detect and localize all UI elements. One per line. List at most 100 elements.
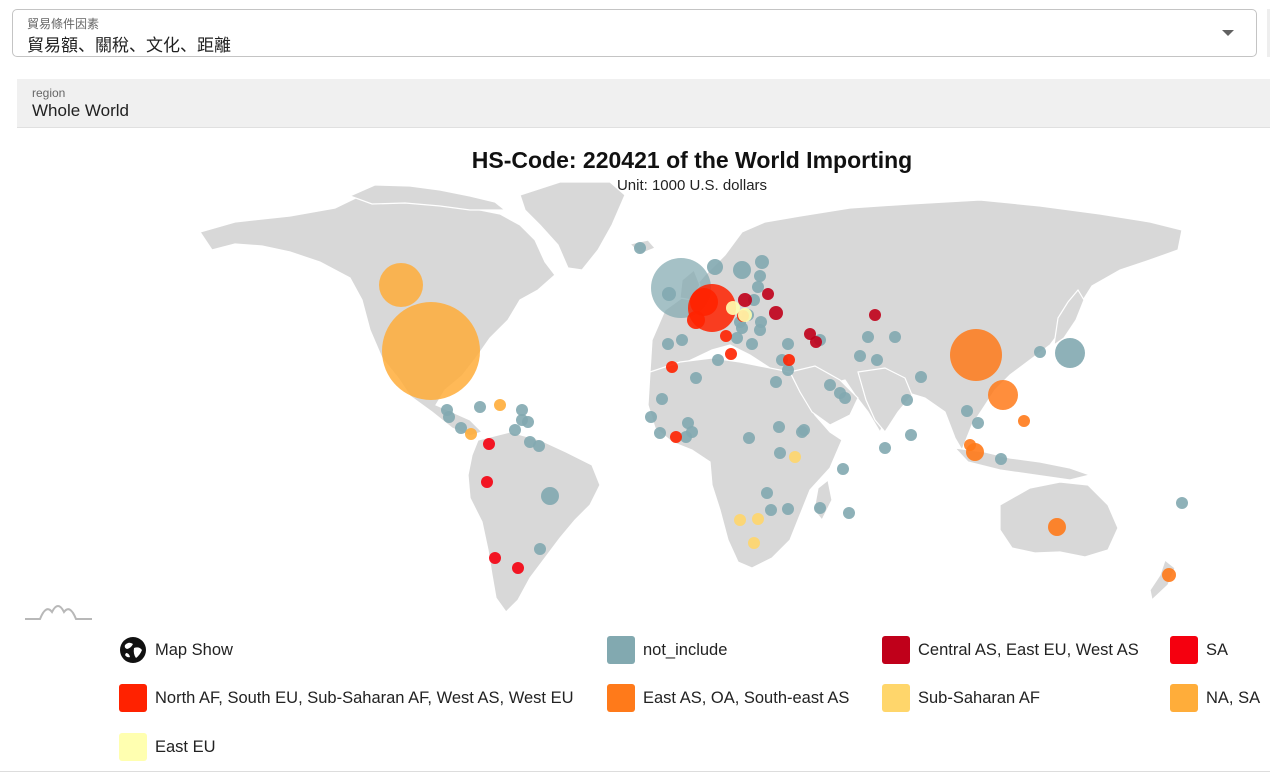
dropdown-arrow-icon[interactable]: [1222, 30, 1234, 36]
bubble-north-af-south-eu[interactable]: [670, 431, 682, 443]
bubble-central-as-east-eu-west-as[interactable]: [762, 288, 774, 300]
bubble-not-include[interactable]: [879, 442, 891, 454]
bubble-not-include[interactable]: [707, 259, 723, 275]
bubble-east-eu[interactable]: [738, 308, 752, 322]
bubble-not-include[interactable]: [901, 394, 913, 406]
bubble-not-include[interactable]: [995, 453, 1007, 465]
bubble-north-af-south-eu[interactable]: [690, 288, 718, 316]
bubble-central-as-east-eu-west-as[interactable]: [869, 309, 881, 321]
bubble-not-include[interactable]: [733, 261, 751, 279]
bubble-east-as-oa-southeast-as[interactable]: [1162, 568, 1176, 582]
bubble-not-include[interactable]: [656, 393, 668, 405]
bubble-not-include[interactable]: [755, 316, 767, 328]
bubble-central-as-east-eu-west-as[interactable]: [769, 306, 783, 320]
legend-item-north-af-south-eu[interactable]: North AF, South EU, Sub-Saharan AF, West…: [119, 683, 574, 713]
bubble-not-include[interactable]: [961, 405, 973, 417]
bubble-not-include[interactable]: [682, 417, 694, 429]
bubble-not-include[interactable]: [522, 416, 534, 428]
bubble-east-as-oa-southeast-as[interactable]: [1018, 415, 1030, 427]
bubble-central-as-east-eu-west-as[interactable]: [738, 293, 752, 307]
bubble-not-include[interactable]: [516, 404, 528, 416]
bubble-north-af-south-eu[interactable]: [666, 361, 678, 373]
bubble-not-include[interactable]: [690, 372, 702, 384]
bubble-east-as-oa-southeast-as[interactable]: [1048, 518, 1066, 536]
bubble-not-include[interactable]: [854, 350, 866, 362]
bubble-not-include[interactable]: [662, 287, 676, 301]
bubble-not-include[interactable]: [796, 426, 808, 438]
bubble-central-as-east-eu-west-as[interactable]: [810, 336, 822, 348]
bubble-not-include[interactable]: [972, 417, 984, 429]
bubble-not-include[interactable]: [680, 431, 692, 443]
bubble-sa[interactable]: [481, 476, 493, 488]
bubble-not-include[interactable]: [755, 255, 769, 269]
bubble-na-sa[interactable]: [465, 428, 477, 440]
bubble-sa[interactable]: [489, 552, 501, 564]
bubble-not-include[interactable]: [743, 432, 755, 444]
bubble-not-include[interactable]: [774, 447, 786, 459]
bubble-sa[interactable]: [483, 438, 495, 450]
bubble-not-include[interactable]: [837, 463, 849, 475]
bubble-east-as-oa-southeast-as[interactable]: [964, 439, 976, 451]
bubble-not-include[interactable]: [905, 429, 917, 441]
bubble-not-include[interactable]: [761, 487, 773, 499]
legend-toggle-map-show[interactable]: Map Show: [119, 635, 233, 665]
bubble-north-af-south-eu[interactable]: [783, 354, 795, 366]
region-filter-field[interactable]: region Whole World: [17, 79, 1270, 128]
bubble-not-include[interactable]: [1055, 338, 1085, 368]
import-bubbles[interactable]: [379, 242, 1188, 582]
bubble-not-include[interactable]: [862, 331, 874, 343]
bubble-not-include[interactable]: [541, 487, 559, 505]
legend-item-sa[interactable]: SA: [1170, 635, 1228, 665]
legend-item-na-sa[interactable]: NA, SA: [1170, 683, 1260, 713]
bubble-not-include[interactable]: [509, 424, 521, 436]
bubble-east-as-oa-southeast-as[interactable]: [950, 329, 1002, 381]
bubble-not-include[interactable]: [524, 436, 536, 448]
bubble-sub-saharan-af[interactable]: [752, 513, 764, 525]
bubble-sub-saharan-af[interactable]: [748, 537, 760, 549]
bubble-not-include[interactable]: [843, 507, 855, 519]
bubble-not-include[interactable]: [752, 281, 764, 293]
bubble-not-include[interactable]: [889, 331, 901, 343]
bubble-north-af-south-eu[interactable]: [687, 311, 705, 329]
legend-item-east-eu[interactable]: East EU: [119, 732, 216, 762]
trade-factor-select[interactable]: 貿易條件因素 貿易額、關稅、文化、距離: [12, 9, 1257, 57]
bubble-not-include[interactable]: [915, 371, 927, 383]
bubble-not-include[interactable]: [533, 440, 545, 452]
bubble-not-include[interactable]: [782, 364, 794, 376]
bubble-not-include[interactable]: [712, 354, 724, 366]
bubble-not-include[interactable]: [754, 270, 766, 282]
legend-item-not-include[interactable]: not_include: [607, 635, 727, 665]
bubble-not-include[interactable]: [474, 401, 486, 413]
bubble-not-include[interactable]: [765, 504, 777, 516]
bubble-not-include[interactable]: [770, 376, 782, 388]
bubble-not-include[interactable]: [441, 404, 453, 416]
bubble-not-include[interactable]: [634, 242, 646, 254]
bubble-east-as-oa-southeast-as[interactable]: [988, 380, 1018, 410]
bubble-not-include[interactable]: [1034, 346, 1046, 358]
bubble-not-include[interactable]: [645, 411, 657, 423]
bubble-not-include[interactable]: [654, 427, 666, 439]
bubble-sub-saharan-af[interactable]: [734, 514, 746, 526]
bubble-not-include[interactable]: [814, 502, 826, 514]
legend-item-central-as-east-eu-west-as[interactable]: Central AS, East EU, West AS: [882, 635, 1139, 665]
bubble-not-include[interactable]: [839, 392, 851, 404]
bubble-not-include[interactable]: [871, 354, 883, 366]
bubble-north-af-south-eu[interactable]: [720, 330, 732, 342]
bubble-not-include[interactable]: [731, 332, 743, 344]
bubble-not-include[interactable]: [662, 338, 674, 350]
bubble-not-include[interactable]: [534, 543, 546, 555]
bubble-east-eu[interactable]: [726, 301, 740, 315]
bubble-na-sa[interactable]: [494, 399, 506, 411]
legend-item-east-as-oa-southeast-as[interactable]: East AS, OA, South-east AS: [607, 683, 849, 713]
bubble-not-include[interactable]: [824, 379, 836, 391]
bubble-na-sa[interactable]: [379, 263, 423, 307]
bubble-not-include[interactable]: [455, 422, 467, 434]
bubble-north-af-south-eu[interactable]: [725, 348, 737, 360]
legend-item-sub-saharan-af[interactable]: Sub-Saharan AF: [882, 683, 1040, 713]
bubble-na-sa[interactable]: [382, 302, 480, 400]
bubble-not-include[interactable]: [1176, 497, 1188, 509]
bubble-not-include[interactable]: [773, 421, 785, 433]
bubble-not-include[interactable]: [782, 338, 794, 350]
bubble-not-include[interactable]: [676, 334, 688, 346]
